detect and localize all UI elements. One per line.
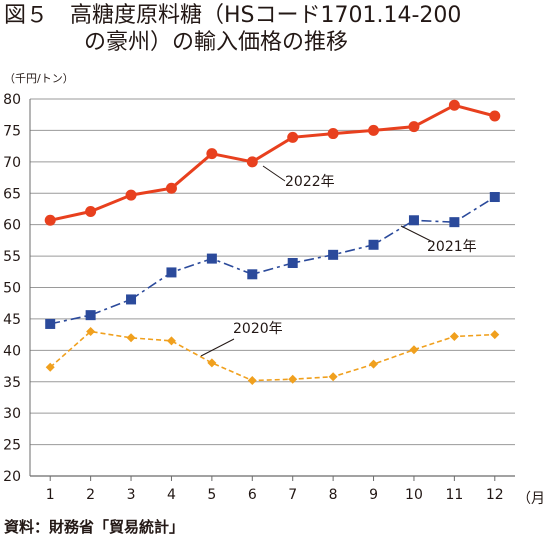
data-point-circle (408, 121, 420, 133)
series-label-leader (400, 225, 432, 242)
data-point-diamond (328, 372, 338, 382)
x-tick-label: 8 (329, 487, 338, 503)
data-point-square (408, 215, 419, 226)
x-tick-label: 6 (248, 487, 257, 503)
y-tick-label: 35 (3, 375, 21, 391)
chart-title: 図５ 高糖度原料糖（HSコード1701.14-200 の豪州）の輸入価格の推移 (4, 2, 544, 56)
data-point-circle (287, 131, 299, 143)
data-point-diamond (409, 345, 419, 355)
data-point-circle (85, 205, 97, 217)
chart-title-line-1: 図５ 高糖度原料糖（HSコード1701.14-200 (4, 3, 462, 28)
y-tick-label: 75 (3, 123, 21, 139)
x-axis-unit-label: （月） (517, 491, 545, 507)
y-tick-label: 30 (3, 406, 21, 422)
y-axis-unit-label: （千円/トン） (4, 72, 74, 85)
data-point-circle (448, 99, 460, 111)
x-tick-label: 5 (207, 487, 216, 503)
data-point-circle (206, 148, 218, 160)
y-tick-label: 80 (3, 92, 21, 108)
data-point-diamond (490, 330, 500, 340)
data-point-circle (125, 189, 137, 201)
chart-title-line-2: の豪州）の輸入価格の推移 (84, 30, 349, 55)
y-tick-label: 60 (3, 218, 21, 234)
data-point-square (247, 269, 258, 280)
series-label: 2021年 (427, 239, 477, 255)
series-label: 2020年 (233, 321, 283, 337)
y-tick-label: 55 (3, 249, 21, 265)
data-point-circle (246, 156, 258, 168)
data-point-square (489, 192, 500, 203)
data-point-square (287, 257, 298, 268)
data-point-diamond (126, 333, 136, 343)
series-label-leader (262, 165, 286, 182)
x-tick-label: 12 (486, 487, 504, 503)
data-point-square (126, 294, 137, 305)
data-point-circle (327, 128, 339, 140)
data-point-diamond (166, 336, 176, 346)
data-point-diamond (369, 359, 379, 369)
y-tick-label: 25 (3, 438, 21, 454)
series-line (49, 330, 495, 382)
y-tick-label: 20 (3, 469, 21, 485)
y-tick-label: 40 (3, 343, 21, 359)
y-tick-label: 65 (3, 186, 21, 202)
data-point-square (328, 249, 339, 260)
data-point-circle (368, 124, 380, 136)
x-tick-label: 3 (127, 487, 136, 503)
data-point-diamond (86, 326, 96, 336)
data-point-square (206, 253, 217, 264)
series-label: 2022年 (285, 174, 335, 190)
y-tick-label: 45 (3, 312, 21, 328)
data-point-square (85, 310, 96, 321)
y-tick-label: 50 (3, 281, 21, 297)
series-line (50, 196, 496, 325)
data-point-square (166, 267, 177, 278)
data-point-square (449, 217, 460, 228)
data-point-circle (489, 110, 501, 122)
data-point-diamond (449, 332, 459, 342)
x-tick-label: 11 (445, 487, 463, 503)
x-tick-label: 1 (46, 487, 55, 503)
x-tick-label: 4 (167, 487, 176, 503)
data-point-diamond (247, 375, 257, 385)
data-point-circle (165, 182, 177, 194)
x-tick-label: 2 (86, 487, 95, 503)
data-point-diamond (207, 358, 217, 368)
series-label-leader (200, 338, 235, 357)
x-tick-label: 9 (369, 487, 378, 503)
x-tick-label: 10 (405, 487, 423, 503)
y-tick-label: 70 (3, 155, 21, 171)
x-tick-label: 7 (288, 487, 297, 503)
series-line (49, 103, 496, 222)
data-point-square (368, 239, 379, 250)
data-point-square (45, 318, 56, 329)
data-point-diamond (45, 362, 55, 372)
data-point-circle (44, 214, 56, 226)
source-note: 資料：財務省「貿易統計」 (4, 518, 185, 536)
data-point-diamond (288, 374, 298, 384)
